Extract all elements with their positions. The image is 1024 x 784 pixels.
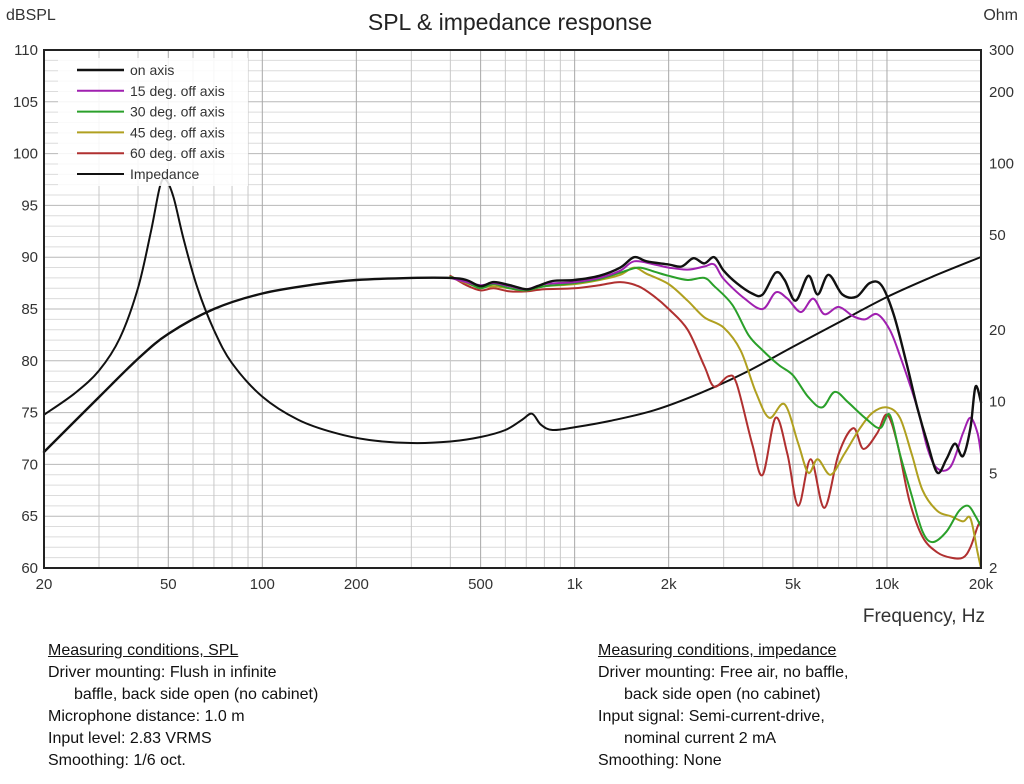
- y-tick-label: 70: [21, 456, 38, 473]
- y2-tick-label: 2: [989, 560, 997, 577]
- x-tick-label: 5k: [785, 576, 801, 593]
- grid: [43, 49, 982, 569]
- legend-label-15-deg-off-axis: 15 deg. off axis: [130, 83, 225, 99]
- impedance-conditions-heading: Measuring conditions, impedance: [598, 642, 837, 659]
- impedance-condition-line: Smoothing: None: [598, 752, 722, 769]
- y2-tick-label: 100: [989, 156, 1014, 173]
- y-tick-label: 110: [14, 42, 38, 59]
- impedance-condition-line: Driver mounting: Free air, no baffle,: [598, 664, 849, 681]
- y-tick-label: 105: [13, 94, 38, 111]
- y-tick-label: 85: [21, 301, 38, 318]
- y-axis-label: dBSPL: [6, 7, 56, 24]
- legend-box: [58, 58, 248, 186]
- y2-tick-label: 200: [989, 84, 1014, 101]
- y-tick-label: 75: [21, 405, 38, 422]
- spl-condition-line: Microphone distance: 1.0 m: [48, 708, 245, 725]
- spl-conditions-heading: Measuring conditions, SPL: [48, 642, 239, 659]
- spl-condition-line: Input level: 2.83 VRMS: [48, 730, 212, 747]
- legend-label-30-deg-off-axis: 30 deg. off axis: [130, 104, 225, 120]
- spl-measuring-conditions: Measuring conditions, SPL Driver mountin…: [48, 640, 318, 772]
- y2-tick-label: 20: [989, 322, 1006, 339]
- curve-60-deg-off-axis: [449, 274, 982, 560]
- y2-tick-label: 10: [989, 394, 1006, 411]
- y-tick-label: 60: [21, 560, 38, 577]
- chart-title: SPL & impedance response: [368, 9, 652, 35]
- x-tick-label: 20: [36, 576, 53, 593]
- spl-condition-line: baffle, back side open (no cabinet): [74, 686, 319, 703]
- y2-axis-label: Ohm: [983, 7, 1018, 24]
- y-tick-label: 80: [21, 353, 38, 370]
- y2-tick-label: 5: [989, 465, 997, 482]
- x-tick-label: 10k: [875, 576, 900, 593]
- impedance-measuring-conditions: Measuring conditions, impedance Driver m…: [598, 640, 849, 772]
- impedance-condition-line: back side open (no cabinet): [624, 686, 821, 703]
- legend-label-impedance: Impedance: [130, 166, 199, 182]
- x-tick-label: 2k: [661, 576, 677, 593]
- y-tick-label: 95: [21, 197, 38, 214]
- curve-30-deg-off-axis: [449, 266, 982, 544]
- curves: [42, 177, 983, 569]
- legend-label-60-deg-off-axis: 60 deg. off axis: [130, 145, 225, 161]
- curve-15-deg-off-axis: [449, 260, 982, 472]
- tick-labels: 20 50 100 200 500 1k 2k 5k 10k 20k 60 65 70 75 80 85 90 9…: [13, 42, 1014, 593]
- legend: on axis 15 deg. off axis 30 deg. off axis 4…: [58, 58, 248, 186]
- y2-tick-label: 50: [989, 227, 1006, 244]
- spl-impedance-chart: SPL & impedance response dBSPL Ohm Frequ…: [6, 7, 1018, 627]
- y2-tick-label: 300: [989, 42, 1014, 59]
- plot-frame: [43, 49, 982, 569]
- legend-label-45-deg-off-axis: 45 deg. off axis: [130, 124, 225, 140]
- spl-condition-line: Smoothing: 1/6 oct.: [48, 752, 186, 769]
- curve-impedance: [43, 177, 982, 445]
- legend-label-on-axis: on axis: [130, 62, 174, 78]
- spl-condition-line: Driver mounting: Flush in infinite: [48, 664, 277, 681]
- curve-on-axis: [42, 255, 983, 475]
- x-tick-label: 100: [250, 576, 275, 593]
- y-tick-label: 65: [21, 508, 38, 525]
- x-tick-label: 1k: [567, 576, 583, 593]
- x-tick-label: 50: [160, 576, 177, 593]
- y-tick-label: 90: [21, 249, 38, 266]
- impedance-condition-line: nominal current 2 mA: [624, 730, 777, 747]
- x-tick-label: 20k: [969, 576, 994, 593]
- curve-45-deg-off-axis: [449, 266, 982, 569]
- y-tick-label: 100: [13, 146, 38, 163]
- x-axis-label: Frequency, Hz: [863, 606, 985, 627]
- impedance-condition-line: Input signal: Semi-current-drive,: [598, 708, 825, 725]
- x-tick-label: 200: [344, 576, 369, 593]
- x-tick-label: 500: [468, 576, 493, 593]
